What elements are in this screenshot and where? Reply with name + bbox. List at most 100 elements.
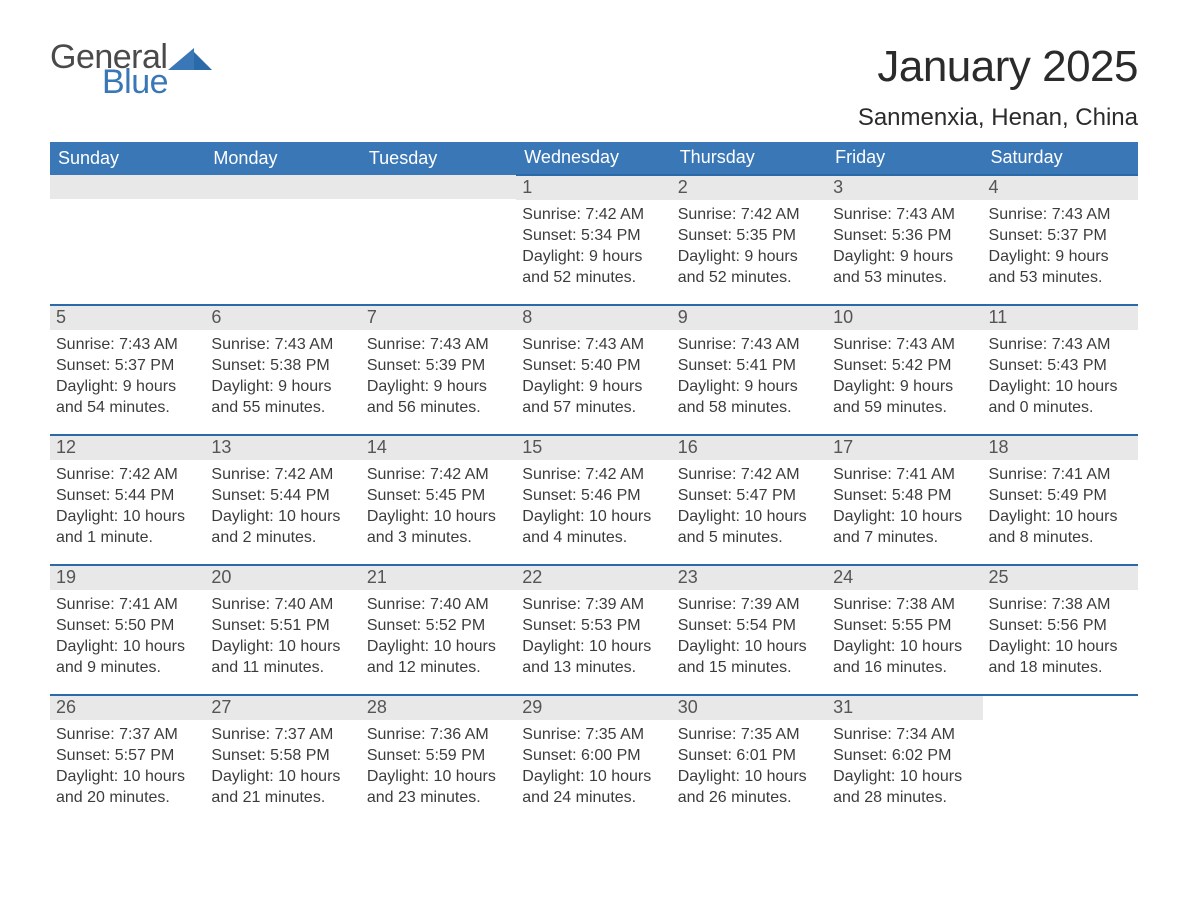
sunrise-label: Sunrise:	[56, 596, 115, 613]
sunset-value: 5:40 PM	[581, 357, 641, 374]
sunset-value: 5:47 PM	[736, 487, 796, 504]
day-number: 15	[516, 436, 671, 460]
sunrise-label: Sunrise:	[522, 206, 581, 223]
daylight-label: Daylight:	[989, 638, 1051, 655]
sunrise-value: 7:41 AM	[1052, 466, 1111, 483]
daylight-label: Daylight:	[211, 638, 273, 655]
sunrise-label: Sunrise:	[678, 596, 737, 613]
sunset: Sunset: 5:41 PM	[678, 355, 821, 376]
sunset: Sunset: 5:44 PM	[56, 485, 199, 506]
sunset-label: Sunset:	[833, 357, 887, 374]
calendar-day: 9Sunrise: 7:43 AMSunset: 5:41 PMDaylight…	[672, 305, 827, 435]
sunrise-label: Sunrise:	[367, 466, 426, 483]
daylight-label: Daylight:	[989, 508, 1051, 525]
daylight: Daylight: 9 hours and 59 minutes.	[833, 376, 976, 418]
daylight: Daylight: 9 hours and 56 minutes.	[367, 376, 510, 418]
calendar-day-empty	[983, 695, 1138, 825]
day-number: 29	[516, 696, 671, 720]
brand-word-2: Blue	[102, 67, 168, 98]
day-number: 12	[50, 436, 205, 460]
day-body: Sunrise: 7:42 AMSunset: 5:34 PMDaylight:…	[516, 200, 671, 294]
sunrise-label: Sunrise:	[522, 336, 581, 353]
daylight-label: Daylight:	[989, 378, 1051, 395]
calendar-header-row: SundayMondayTuesdayWednesdayThursdayFrid…	[50, 142, 1138, 175]
daylight: Daylight: 10 hours and 12 minutes.	[367, 636, 510, 678]
calendar-day: 12Sunrise: 7:42 AMSunset: 5:44 PMDayligh…	[50, 435, 205, 565]
sunset-label: Sunset:	[678, 487, 732, 504]
sunset-label: Sunset:	[56, 487, 110, 504]
sunrise: Sunrise: 7:42 AM	[678, 464, 821, 485]
calendar-day: 25Sunrise: 7:38 AMSunset: 5:56 PMDayligh…	[983, 565, 1138, 695]
sunrise-value: 7:43 AM	[585, 336, 644, 353]
sunset-label: Sunset:	[56, 357, 110, 374]
sunrise: Sunrise: 7:43 AM	[211, 334, 354, 355]
sunset-value: 5:55 PM	[892, 617, 952, 634]
sunset: Sunset: 5:42 PM	[833, 355, 976, 376]
sunset-label: Sunset:	[56, 617, 110, 634]
sunrise-label: Sunrise:	[989, 336, 1048, 353]
daylight: Daylight: 10 hours and 7 minutes.	[833, 506, 976, 548]
brand-logo-text: General Blue	[50, 42, 168, 99]
daylight: Daylight: 10 hours and 28 minutes.	[833, 766, 976, 808]
daylight-label: Daylight:	[522, 508, 584, 525]
day-number: 10	[827, 306, 982, 330]
sunset-value: 5:42 PM	[892, 357, 952, 374]
daylight: Daylight: 9 hours and 52 minutes.	[678, 246, 821, 288]
sunset: Sunset: 5:38 PM	[211, 355, 354, 376]
daylight-label: Daylight:	[989, 248, 1051, 265]
day-number: 11	[983, 306, 1138, 330]
weekday-header: Thursday	[672, 142, 827, 175]
calendar-day: 15Sunrise: 7:42 AMSunset: 5:46 PMDayligh…	[516, 435, 671, 565]
sunset: Sunset: 5:47 PM	[678, 485, 821, 506]
calendar-day: 30Sunrise: 7:35 AMSunset: 6:01 PMDayligh…	[672, 695, 827, 825]
sunset-label: Sunset:	[678, 617, 732, 634]
sunset: Sunset: 6:02 PM	[833, 745, 976, 766]
sunrise: Sunrise: 7:42 AM	[678, 204, 821, 225]
day-body: Sunrise: 7:35 AMSunset: 6:00 PMDaylight:…	[516, 720, 671, 814]
sunset-value: 5:38 PM	[270, 357, 330, 374]
day-body: Sunrise: 7:39 AMSunset: 5:54 PMDaylight:…	[672, 590, 827, 684]
sunset-label: Sunset:	[211, 747, 265, 764]
calendar-day-empty	[205, 175, 360, 305]
day-body: Sunrise: 7:36 AMSunset: 5:59 PMDaylight:…	[361, 720, 516, 814]
sunrise: Sunrise: 7:36 AM	[367, 724, 510, 745]
day-body: Sunrise: 7:42 AMSunset: 5:46 PMDaylight:…	[516, 460, 671, 554]
day-body: Sunrise: 7:43 AMSunset: 5:42 PMDaylight:…	[827, 330, 982, 424]
daylight: Daylight: 9 hours and 54 minutes.	[56, 376, 199, 418]
daylight: Daylight: 10 hours and 24 minutes.	[522, 766, 665, 808]
day-body: Sunrise: 7:42 AMSunset: 5:44 PMDaylight:…	[50, 460, 205, 554]
sunrise-value: 7:42 AM	[430, 466, 489, 483]
sunrise-value: 7:42 AM	[741, 466, 800, 483]
sunrise: Sunrise: 7:35 AM	[522, 724, 665, 745]
day-number: 30	[672, 696, 827, 720]
daylight-label: Daylight:	[522, 638, 584, 655]
sunrise-value: 7:43 AM	[1052, 206, 1111, 223]
title-block: January 2025 Sanmenxia, Henan, China	[858, 42, 1138, 132]
sunrise-value: 7:41 AM	[896, 466, 955, 483]
day-number: 3	[827, 176, 982, 200]
day-number: 21	[361, 566, 516, 590]
sunset: Sunset: 5:57 PM	[56, 745, 199, 766]
daylight-label: Daylight:	[833, 768, 895, 785]
sunrise: Sunrise: 7:42 AM	[367, 464, 510, 485]
calendar-day: 31Sunrise: 7:34 AMSunset: 6:02 PMDayligh…	[827, 695, 982, 825]
sunrise-label: Sunrise:	[367, 336, 426, 353]
day-body: Sunrise: 7:42 AMSunset: 5:35 PMDaylight:…	[672, 200, 827, 294]
sunset: Sunset: 5:49 PM	[989, 485, 1132, 506]
sunrise-label: Sunrise:	[833, 596, 892, 613]
sunset-value: 5:39 PM	[426, 357, 486, 374]
sunrise-label: Sunrise:	[367, 596, 426, 613]
sunset: Sunset: 5:35 PM	[678, 225, 821, 246]
sunrise: Sunrise: 7:43 AM	[522, 334, 665, 355]
daylight-label: Daylight:	[56, 508, 118, 525]
sunrise-label: Sunrise:	[989, 206, 1048, 223]
daylight: Daylight: 10 hours and 21 minutes.	[211, 766, 354, 808]
calendar-day: 17Sunrise: 7:41 AMSunset: 5:48 PMDayligh…	[827, 435, 982, 565]
sunrise: Sunrise: 7:43 AM	[833, 204, 976, 225]
calendar-day: 23Sunrise: 7:39 AMSunset: 5:54 PMDayligh…	[672, 565, 827, 695]
sunrise-label: Sunrise:	[211, 336, 270, 353]
sunrise-value: 7:42 AM	[585, 466, 644, 483]
sunrise: Sunrise: 7:43 AM	[989, 334, 1132, 355]
sunrise-value: 7:42 AM	[275, 466, 334, 483]
sunset: Sunset: 5:37 PM	[56, 355, 199, 376]
